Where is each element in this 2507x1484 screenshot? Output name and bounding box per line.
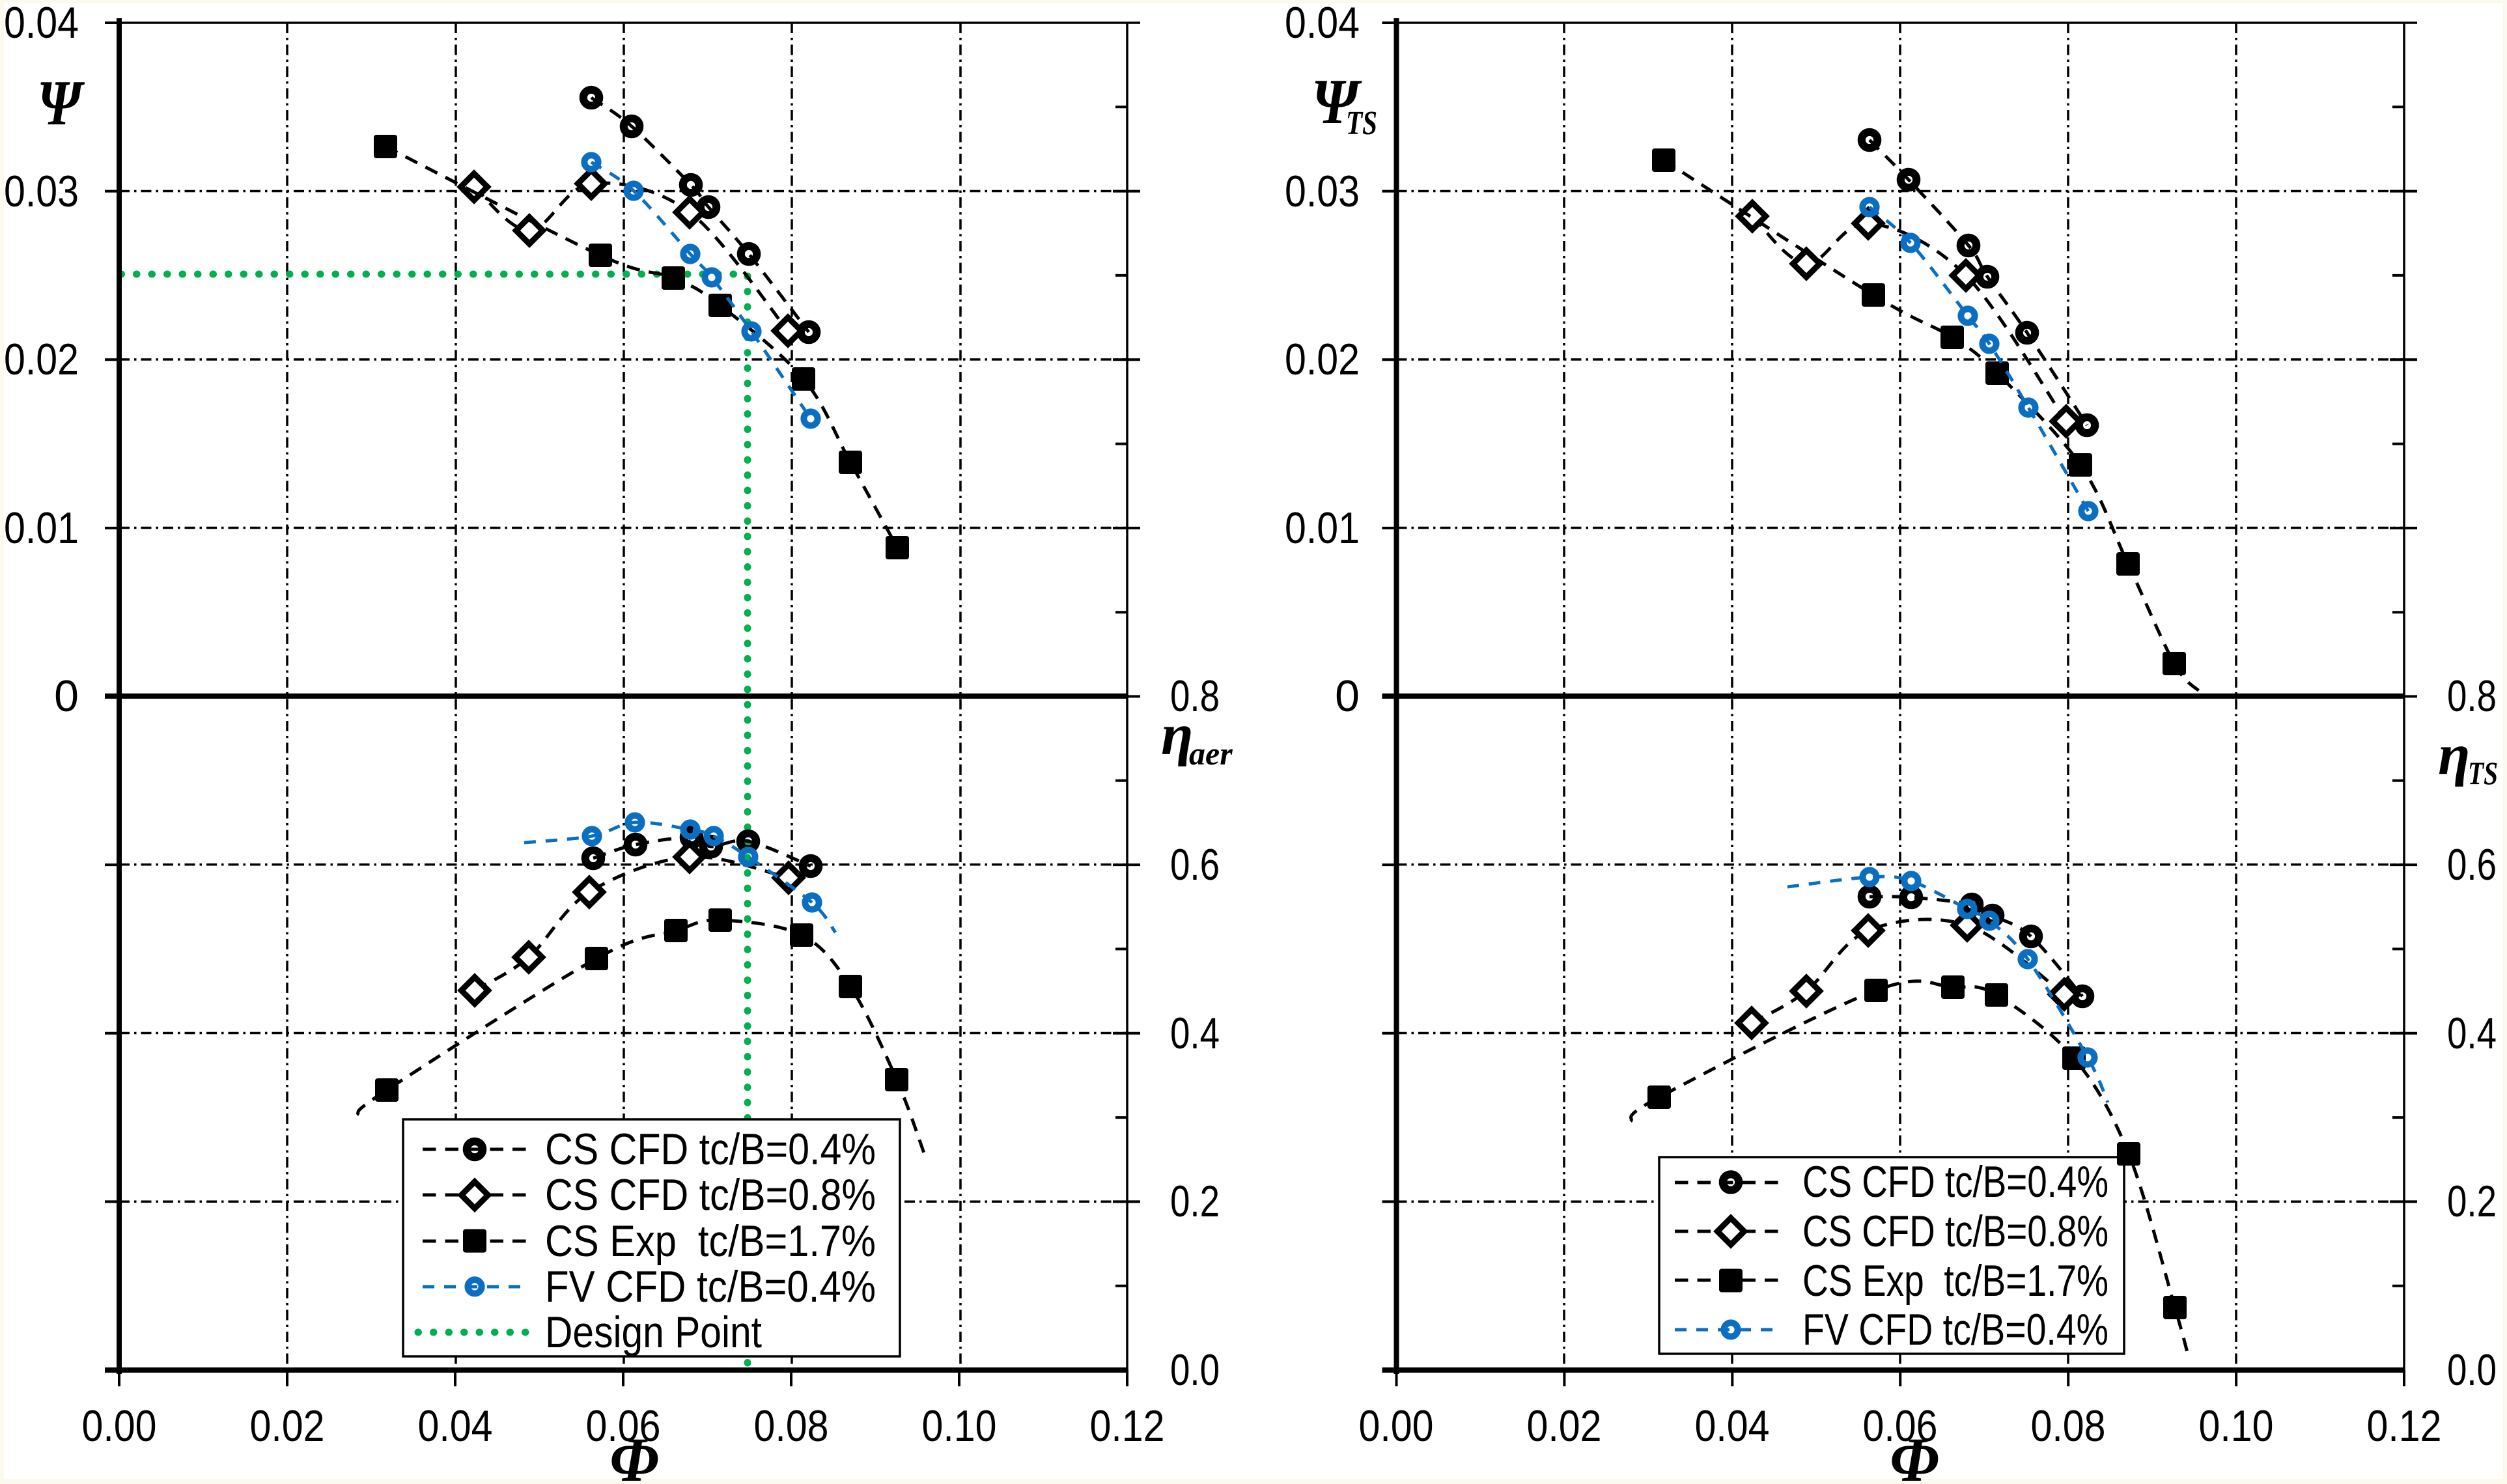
svg-text:TS: TS <box>2468 755 2498 791</box>
svg-text:TS: TS <box>1346 105 1377 142</box>
svg-text:CS CFD tc/B=0.8%: CS CFD tc/B=0.8% <box>545 1170 876 1220</box>
svg-text:0.8: 0.8 <box>1170 671 1220 721</box>
svg-text:η: η <box>2438 723 2470 787</box>
svg-text:0.0: 0.0 <box>2447 1345 2497 1395</box>
svg-text:0.04: 0.04 <box>1695 1401 1770 1451</box>
svg-text:0: 0 <box>54 671 79 721</box>
svg-text:0.2: 0.2 <box>1170 1177 1220 1226</box>
svg-text:Φ: Φ <box>609 1425 659 1484</box>
svg-text:0.8: 0.8 <box>2447 671 2497 721</box>
svg-text:0.10: 0.10 <box>922 1401 997 1451</box>
svg-text:0.00: 0.00 <box>1359 1401 1434 1451</box>
svg-text:0.03: 0.03 <box>4 167 79 216</box>
svg-text:0.02: 0.02 <box>1285 335 1360 384</box>
svg-text:CS CFD tc/B=0.8%: CS CFD tc/B=0.8% <box>1802 1207 2108 1256</box>
svg-text:CS Exp tc/B=1.7%: CS Exp tc/B=1.7% <box>545 1216 876 1266</box>
svg-text:0.04: 0.04 <box>418 1401 493 1451</box>
svg-text:0.12: 0.12 <box>2367 1401 2442 1451</box>
svg-text:0.08: 0.08 <box>754 1401 829 1451</box>
svg-text:0: 0 <box>1335 671 1360 721</box>
svg-text:0.4: 0.4 <box>2447 1009 2497 1058</box>
svg-text:Φ: Φ <box>1890 1425 1939 1484</box>
svg-text:0.2: 0.2 <box>2447 1177 2497 1226</box>
svg-text:0.02: 0.02 <box>250 1401 325 1451</box>
svg-text:0.01: 0.01 <box>1285 503 1360 553</box>
svg-text:0.08: 0.08 <box>2031 1401 2106 1451</box>
svg-text:η: η <box>1161 703 1193 767</box>
svg-text:Ψ: Ψ <box>37 68 85 139</box>
svg-text:CS CFD tc/B=0.4%: CS CFD tc/B=0.4% <box>1802 1157 2108 1207</box>
svg-text:0.4: 0.4 <box>1170 1009 1220 1058</box>
svg-text:0.04: 0.04 <box>4 0 79 48</box>
svg-text:0.02: 0.02 <box>1527 1401 1602 1451</box>
svg-text:0.12: 0.12 <box>1090 1401 1165 1451</box>
svg-text:FV CFD tc/B=0.4%: FV CFD tc/B=0.4% <box>545 1262 876 1311</box>
svg-text:Ψ: Ψ <box>1311 66 1362 137</box>
svg-text:aer: aer <box>1189 735 1233 772</box>
svg-text:0.0: 0.0 <box>1170 1345 1220 1395</box>
svg-text:0.6: 0.6 <box>2447 840 2497 889</box>
svg-text:0.06: 0.06 <box>586 1401 661 1451</box>
svg-text:Design Point: Design Point <box>545 1308 762 1357</box>
svg-text:0.03: 0.03 <box>1285 167 1360 216</box>
svg-text:FV CFD tc/B=0.4%: FV CFD tc/B=0.4% <box>1802 1305 2108 1354</box>
svg-text:0.00: 0.00 <box>82 1401 157 1451</box>
svg-text:0.04: 0.04 <box>1285 0 1360 48</box>
svg-text:0.01: 0.01 <box>4 503 79 553</box>
svg-text:CS Exp tc/B=1.7%: CS Exp tc/B=1.7% <box>1802 1256 2108 1306</box>
svg-text:0.6: 0.6 <box>1170 840 1220 889</box>
svg-text:0.10: 0.10 <box>2199 1401 2274 1451</box>
svg-text:CS CFD tc/B=0.4%: CS CFD tc/B=0.4% <box>545 1125 876 1174</box>
svg-text:0.02: 0.02 <box>4 335 79 384</box>
svg-text:0.06: 0.06 <box>1863 1401 1938 1451</box>
